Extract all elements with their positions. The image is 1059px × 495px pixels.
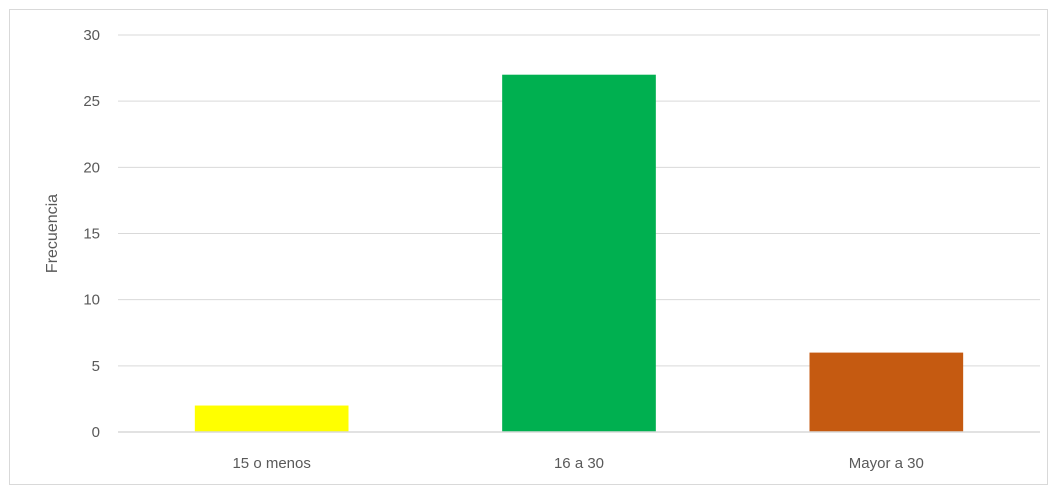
y-tick-label: 30 <box>83 27 100 44</box>
bar <box>194 405 349 432</box>
bar <box>809 352 964 432</box>
x-axis-ticks: 15 o menos 16 a 30 Mayor a 30 <box>232 455 923 472</box>
y-tick-label: 20 <box>83 159 100 176</box>
y-axis-ticks: 0 5 10 15 20 25 30 <box>83 27 100 441</box>
y-tick-label: 25 <box>83 93 100 110</box>
y-tick-label: 0 <box>92 424 100 441</box>
y-tick-label: 15 <box>83 226 100 243</box>
x-tick-label: 15 o menos <box>232 455 310 472</box>
x-tick-label: 16 a 30 <box>554 455 604 472</box>
bar <box>502 74 656 432</box>
bars <box>194 74 964 432</box>
y-axis-title: Frecuencia <box>44 194 61 273</box>
x-tick-label: Mayor a 30 <box>849 455 924 472</box>
y-tick-label: 5 <box>92 358 100 375</box>
y-tick-label: 10 <box>83 292 100 309</box>
